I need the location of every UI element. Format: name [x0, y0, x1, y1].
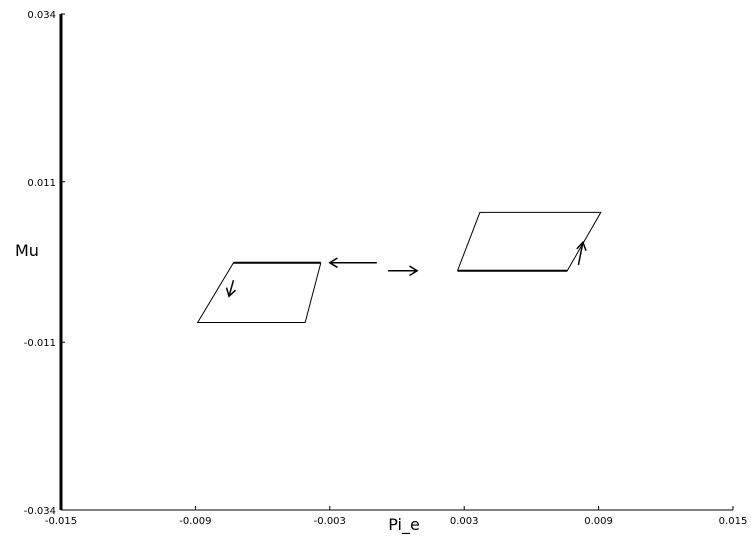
arrow-head-3 — [409, 265, 419, 277]
x-tick-label: 0.009 — [584, 516, 613, 527]
x-tick-label: -0.015 — [45, 516, 77, 527]
arrow-shaft-4 — [577, 242, 584, 266]
x-axis-title: Pi_e — [388, 515, 420, 535]
x-tick-label: -0.003 — [314, 516, 346, 527]
series-layer — [196, 211, 602, 324]
arrow-head-1 — [328, 257, 338, 269]
y-tick-label: -0.034 — [24, 506, 56, 517]
y-tick-label: -0.011 — [24, 338, 56, 349]
series-loop-1 — [196, 262, 322, 324]
axes: -0.015 -0.009 -0.003 0.003 0.009 0.015 0.0340… — [24, 10, 748, 527]
x-ticks: -0.015 -0.009 -0.003 0.003 0.009 0.015 — [45, 506, 747, 527]
arrow-layer — [225, 240, 587, 298]
x-tick-label: 0.015 — [719, 516, 748, 527]
y-tick-label: 0.011 — [27, 178, 56, 189]
arrow-head-2 — [225, 287, 237, 298]
arrow-shaft-2 — [228, 280, 235, 297]
y-axis-title: Mu — [15, 241, 39, 260]
y-tick-label: 0.034 — [27, 10, 56, 21]
y-ticks: 0.034 0.011 -0.011 -0.034 — [24, 10, 65, 517]
x-tick-label: -0.009 — [179, 516, 211, 527]
arrow-head-4 — [576, 240, 587, 252]
x-tick-label: 0.003 — [450, 516, 479, 527]
